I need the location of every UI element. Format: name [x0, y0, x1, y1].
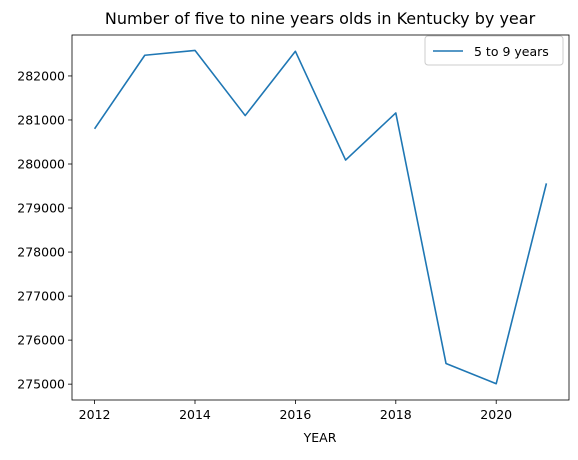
- y-tick-label-2: 277000: [17, 289, 65, 304]
- y-tick-label-0: 275000: [17, 377, 65, 392]
- plot-frame: [71, 34, 570, 401]
- x-axis-label: YEAR: [303, 430, 337, 445]
- x-tick-label-1: 2014: [179, 407, 211, 422]
- legend: 5 to 9 years: [424, 35, 564, 66]
- y-tick-label-6: 281000: [17, 112, 65, 127]
- y-tick-label-7: 282000: [17, 68, 65, 83]
- y-tick-label-1: 276000: [17, 333, 65, 348]
- legend-frame: [424, 35, 564, 66]
- x-tick-label-3: 2018: [380, 407, 412, 422]
- x-tick-label-4: 2020: [480, 407, 512, 422]
- x-tick-label-2: 2016: [279, 407, 311, 422]
- series-line-0: [93, 49, 548, 385]
- y-tick-label-5: 280000: [17, 157, 65, 172]
- y-tick-label-4: 279000: [17, 201, 65, 216]
- legend-label-5-to-9-years: 5 to 9 years: [474, 44, 549, 59]
- x-tick-label-0: 2012: [79, 407, 111, 422]
- y-tick-label-3: 278000: [17, 245, 65, 260]
- plot-area: 2012 2014 2016 2018 2020 275000 276000 277000 27…: [17, 34, 570, 422]
- chart-title: Number of five to nine years olds in Ken…: [105, 9, 536, 28]
